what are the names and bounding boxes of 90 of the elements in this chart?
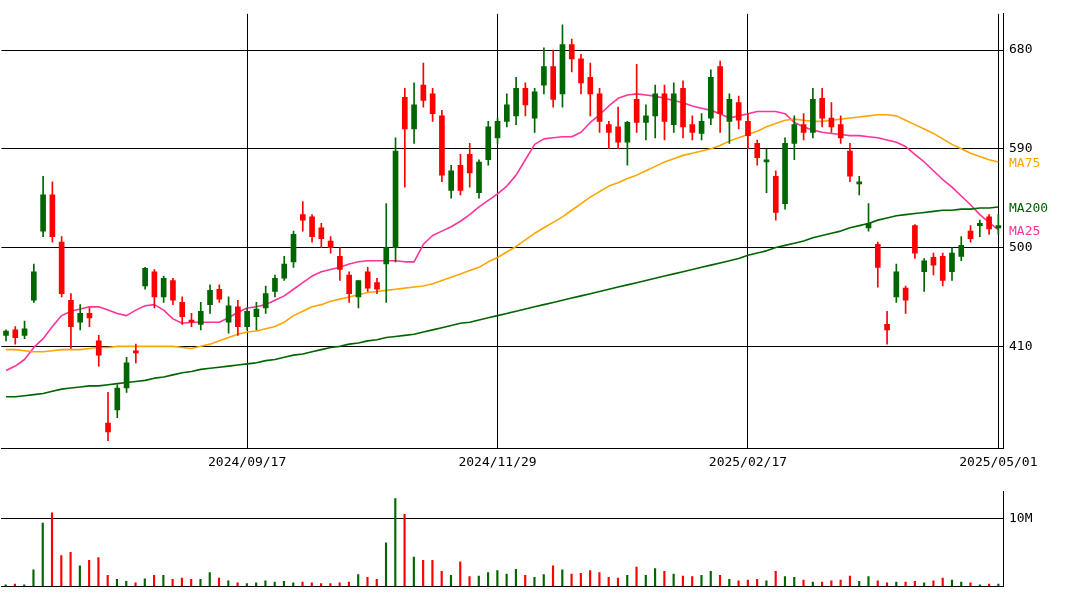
bar [357,574,360,587]
y-tick-label: 10M [1009,509,1033,525]
bar [867,576,870,587]
bar [923,582,926,587]
bar [292,582,295,587]
bar [468,576,471,587]
y-tick-label: 410 [1009,337,1033,353]
bar [366,577,369,587]
bar [589,570,592,587]
bar [227,580,230,587]
bar [858,581,861,587]
bar [700,575,703,587]
bar [264,580,267,587]
bar [718,575,722,587]
bar [412,556,415,587]
bar [282,581,286,587]
bar [654,568,657,587]
bar [635,566,638,587]
bar [338,582,341,587]
bar [106,575,109,587]
bar [41,522,44,587]
bar [728,579,731,587]
bar [793,577,796,587]
bar [932,580,935,587]
bar [125,581,128,587]
bar [876,580,879,587]
bar [236,582,239,587]
bar [208,572,211,587]
bar [459,561,462,587]
bar [78,565,81,587]
bar [783,576,787,587]
bar [644,575,647,587]
bar [134,582,137,587]
bar [626,575,629,587]
x-tick-label: 2025/05/01 [959,453,1038,469]
bar [533,577,536,587]
bar [171,579,174,587]
bar [663,570,666,587]
bar [143,578,146,587]
bar [310,582,313,587]
bar [384,542,388,587]
bar [32,569,35,587]
bar [97,557,100,587]
bar [607,577,610,587]
bar [598,572,601,587]
x-tick-label: 2024/11/29 [458,453,537,469]
bar [542,574,545,587]
bar [802,579,805,587]
bar [301,581,304,587]
bar [551,565,555,587]
bar [969,582,972,587]
bar [514,568,517,587]
bar [830,580,833,587]
bar [449,575,453,587]
bar [115,579,119,587]
bar [50,512,54,587]
series-label: MA25 [1009,223,1041,239]
bar [913,581,916,587]
bar [487,572,490,587]
bar [691,576,694,587]
bar [440,570,443,587]
bar [60,555,63,587]
y-tick-label: 500 [1009,238,1033,254]
bar [885,582,889,587]
bar [579,572,582,587]
x-tick-label: 2024/09/17 [208,453,287,469]
bar [403,513,406,587]
bar [496,570,499,587]
y-tick-label: 590 [1009,140,1033,156]
bar [199,579,202,587]
bar [422,560,425,587]
series-label: MA200 [1009,200,1049,216]
bar [524,575,527,587]
bar [255,582,258,587]
bar [153,575,156,587]
bar [765,580,768,587]
x-tick-label: 2025/02/17 [708,453,788,469]
bar [774,570,777,587]
y-tick-label: 680 [1009,41,1033,57]
bar [162,575,165,587]
bar [737,580,740,587]
bar [69,551,72,587]
bar [756,579,759,587]
bar [88,560,91,587]
bar [190,579,193,587]
bar [431,560,434,587]
bar [394,498,397,587]
bar [709,570,712,587]
series-label: MA75 [1009,155,1041,171]
bar [375,579,378,587]
